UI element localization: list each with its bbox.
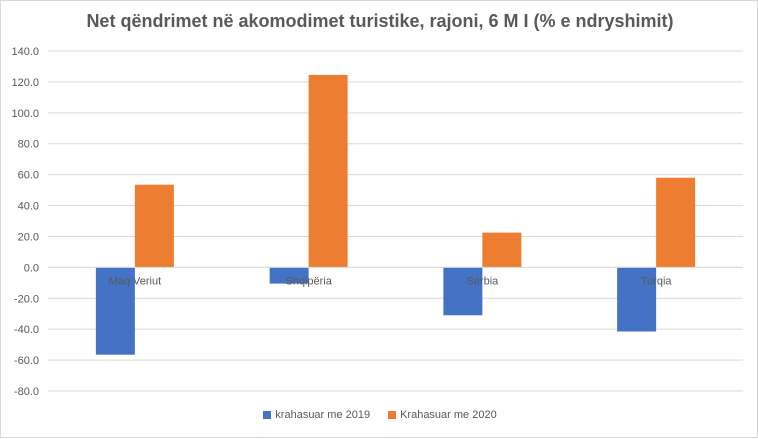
chart-legend: krahasuar me 2019 Krahasuar me 2020 [1, 409, 758, 421]
legend-swatch-2019 [263, 411, 272, 419]
legend-swatch-2020 [388, 411, 397, 419]
y-tick-label: 140.0 [11, 46, 39, 58]
bar-2019-2 [443, 267, 483, 316]
y-tick-label: 40.0 [18, 201, 39, 213]
y-tick-label: 60.0 [18, 170, 39, 182]
y-tick-label: 20.0 [18, 231, 39, 243]
legend-label-2019: krahasuar me 2019 [275, 409, 371, 421]
chart-title: Net qëndrimet në akomodimet turistike, r… [86, 11, 674, 31]
y-tick-label: 100.0 [11, 108, 39, 120]
x-category-label: Serbia [466, 275, 499, 287]
y-tick-label: 120.0 [11, 77, 39, 89]
x-category-label: Turqia [641, 275, 673, 287]
y-tick-label: -60.0 [14, 355, 39, 367]
bar-2020-2 [482, 232, 522, 268]
bar-2020-1 [308, 74, 348, 268]
x-category-label: Shqipëria [285, 275, 332, 287]
y-tick-label: 0.0 [24, 262, 39, 274]
legend-label-2020: Krahasuar me 2020 [400, 409, 497, 421]
bar-2020-0 [134, 184, 174, 268]
legend-item-2020: Krahasuar me 2020 [388, 409, 497, 421]
y-tick-label: -20.0 [14, 293, 39, 305]
y-tick-label: -40.0 [14, 324, 39, 336]
y-tick-label: 80.0 [18, 139, 39, 151]
bar-2020-3 [656, 177, 696, 268]
bar-2019-0 [95, 267, 135, 355]
y-tick-label: -80.0 [14, 386, 39, 398]
x-category-label: Maq Veriut [109, 275, 162, 287]
bar-2019-3 [617, 267, 657, 332]
bar-2019-1 [269, 267, 309, 284]
legend-item-2019: krahasuar me 2019 [263, 409, 370, 421]
